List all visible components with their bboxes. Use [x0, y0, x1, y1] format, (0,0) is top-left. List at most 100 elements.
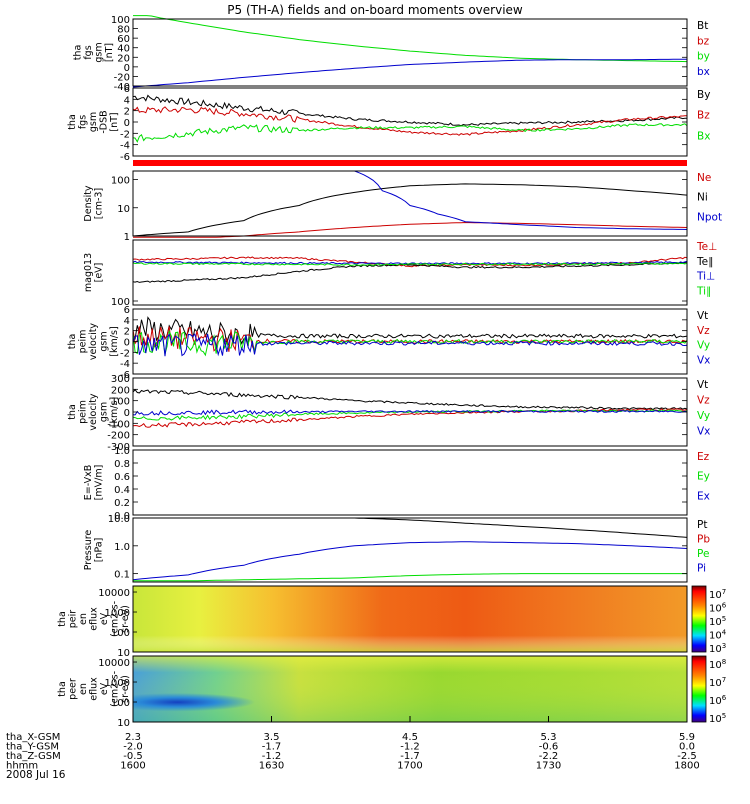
legend-label: Bz	[697, 110, 710, 122]
y-axis-label: en	[78, 613, 89, 625]
y-tick-label: 0	[124, 118, 130, 129]
colorbar-tick-label: 105	[709, 615, 726, 628]
y-axis-label: mag013	[83, 253, 94, 292]
y-tick-label: 0	[124, 63, 130, 74]
legend-label: Vz	[697, 325, 710, 337]
colorbar-tick-label: 108	[709, 658, 726, 671]
colorbar	[691, 655, 707, 723]
y-tick-label: 20	[117, 53, 130, 64]
panel-frame	[132, 87, 688, 157]
colorbar-tick-label: 106	[709, 694, 727, 707]
panel-frame	[132, 377, 688, 447]
y-tick-label: 0	[124, 338, 130, 349]
x-axis-row-label: tha_Y-GSM	[6, 742, 59, 753]
series-line-Ne	[133, 221, 688, 238]
y-tick-label: 100	[111, 397, 130, 408]
y-tick-label: 2	[124, 327, 130, 338]
y-axis-label: fgs	[78, 115, 89, 129]
x-tick-label: -0.6	[539, 742, 559, 753]
x-tick-label: 1800	[674, 761, 699, 772]
legend-label: Ey	[697, 471, 710, 483]
y-tick-label: 40	[117, 44, 130, 55]
x-axis-row-label: hhmm	[6, 761, 38, 772]
x-tick-label: -2.5	[677, 751, 697, 762]
y-tick-label: 10000	[98, 658, 130, 669]
date-label: 2008 Jul 16	[6, 769, 66, 781]
legend-label: Vy	[697, 410, 710, 422]
series-line-Vx	[132, 333, 688, 357]
colorbar-tick-label: 105	[709, 712, 726, 725]
y-axis-label: gsm	[93, 42, 104, 62]
y-tick-label: 100	[111, 297, 130, 308]
series-line-Bz	[132, 106, 688, 136]
legend-label: Pe	[697, 548, 709, 560]
colorbar-tick-label: 106	[709, 602, 727, 615]
x-tick-label: 1600	[120, 761, 145, 772]
panel-frame	[132, 517, 688, 583]
y-axis-label: [cm-3]	[93, 188, 104, 219]
x-tick-label: -1.2	[400, 742, 420, 753]
legend-label: Vz	[697, 395, 710, 407]
legend-label: Pt	[697, 519, 707, 531]
series-line-Tipar	[132, 262, 688, 266]
legend-label: Ex	[697, 490, 710, 502]
y-axis-label: [mV/m]	[93, 465, 104, 501]
panel-pressure: 10.0 1.0 0.1 Pt Pb Pe Pi Pressure [nPa]	[83, 514, 710, 583]
x-tick-label: -0.5	[123, 751, 143, 762]
y-tick-label: 10.0	[108, 514, 130, 525]
series-line-By	[132, 94, 688, 127]
y-axis-label: [eV]	[93, 263, 104, 283]
series-line-Vx	[132, 409, 688, 416]
y-axis-label: tha	[67, 114, 78, 130]
y-axis-label: tha	[72, 45, 83, 61]
y-tick-label: 4	[124, 95, 130, 106]
y-tick-label: 1	[124, 232, 130, 243]
y-tick-label: 0.6	[114, 472, 130, 483]
y-tick-label: 0	[124, 408, 130, 419]
x-tick-label: 5.9	[679, 732, 695, 743]
y-tick-label: 300	[111, 374, 130, 385]
y-tick-label: -100	[107, 419, 130, 430]
y-tick-label: 2	[124, 107, 130, 118]
y-tick-label: 10	[117, 718, 130, 729]
x-axis-row-label: tha_X-GSM	[6, 732, 60, 743]
legend-label: Te⊥	[696, 241, 717, 253]
legend-label: Npot	[697, 211, 722, 223]
panel-frame	[132, 18, 688, 87]
y-axis-label: fgs	[83, 45, 94, 59]
y-tick-label: 10	[117, 648, 130, 659]
y-tick-label: 0.8	[114, 459, 130, 470]
y-axis-label: eV	[99, 612, 110, 625]
series-line-Vt	[132, 316, 688, 347]
y-tick-label: -300	[107, 442, 130, 453]
y-axis-label: E=-VxB	[83, 465, 94, 500]
legend-label: Vt	[697, 310, 708, 322]
colorbar	[691, 585, 707, 653]
y-axis-label: -DSB	[99, 110, 110, 133]
flag-bar	[133, 160, 687, 166]
panel-frame	[132, 585, 688, 653]
y-axis-label: (cm2-s-	[109, 671, 120, 707]
series-line-Ni	[132, 183, 688, 237]
y-axis-label: sr-eV)	[120, 605, 131, 633]
x-tick-label: -1.7	[400, 751, 420, 762]
y-axis-label: peir	[67, 610, 78, 629]
x-tick-label: 1730	[536, 761, 561, 772]
panel-density: 100 10 1 Ne Ni Npot Density [cm-3]	[83, 170, 722, 243]
colorbar-tick-label: 104	[709, 629, 727, 642]
x-tick-label: 2.3	[125, 732, 141, 743]
x-tick-label: 1630	[259, 761, 284, 772]
y-tick-label: -4	[120, 141, 130, 152]
y-tick-label: 1.0	[114, 542, 130, 553]
legend-label: Vy	[697, 340, 710, 352]
y-axis-label: peim	[78, 330, 89, 354]
y-axis-label: peim	[78, 400, 89, 424]
legend-label: by	[697, 51, 710, 63]
series-line-Vz	[132, 326, 688, 352]
y-tick-label: -6	[120, 370, 130, 381]
y-tick-label: 80	[117, 25, 130, 36]
y-tick-label: 100	[111, 698, 130, 709]
